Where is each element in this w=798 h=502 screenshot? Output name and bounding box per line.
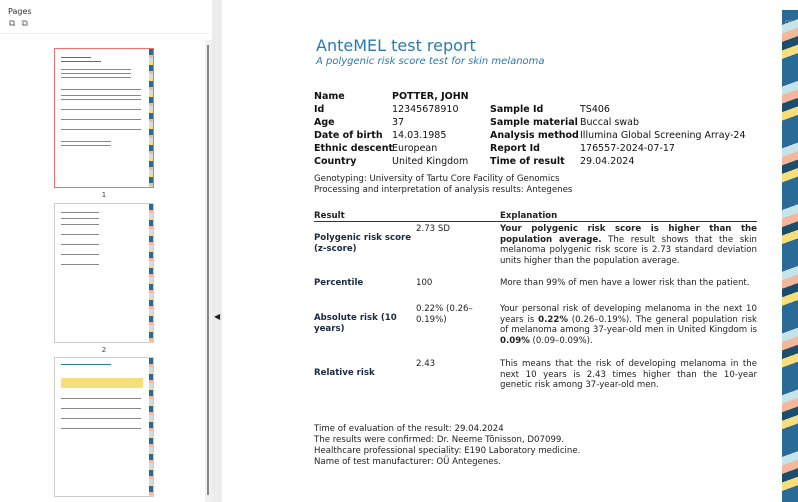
divider: [0, 33, 210, 34]
page-number: 2: [101, 346, 107, 354]
sample-values: TS406 Buccal swab Illumina Global Screenin…: [580, 104, 746, 167]
patient-labels: Name Id Age Date of birth Ethnic descent Coun…: [314, 91, 394, 167]
zoom-in-icon[interactable]: ⧉: [21, 19, 28, 29]
zoom-out-icon[interactable]: ⧉: [9, 19, 16, 29]
page-thumbnail-2[interactable]: [54, 203, 154, 343]
genotyping-info: Genotyping: University of Tartu Core Fac…: [314, 174, 573, 195]
results-table: Result Explanation Polygenic risk score (…: [314, 211, 757, 390]
report-subtitle: A polygenic risk score test for skin mel…: [316, 56, 545, 67]
document-page: [222, 0, 798, 502]
sidebar-splitter[interactable]: ◀: [212, 0, 222, 502]
sidebar-scrollbar[interactable]: [205, 40, 212, 502]
sidebar-title: Pages: [8, 7, 32, 16]
pages-sidebar: Pages ⧉ ⧉ 1 2: [0, 0, 210, 502]
patient-values: POTTER, JOHN 12345678910 37 14.03.1985 Europ…: [392, 91, 469, 167]
report-footer: Time of evaluation of the result: 29.04.…: [314, 424, 581, 467]
brand-logo-icon: ♡: [784, 18, 794, 31]
page-number: 1: [101, 191, 107, 199]
page-thumbnail-3[interactable]: [54, 357, 154, 497]
page-thumbnail-1[interactable]: [54, 48, 154, 188]
sample-labels: Sample Id Sample material Analysis method R…: [490, 104, 579, 167]
report-title: AnteMEL test report: [316, 36, 476, 55]
decorative-pattern: ♡: [782, 10, 798, 502]
collapse-sidebar-icon[interactable]: ◀: [214, 312, 221, 321]
